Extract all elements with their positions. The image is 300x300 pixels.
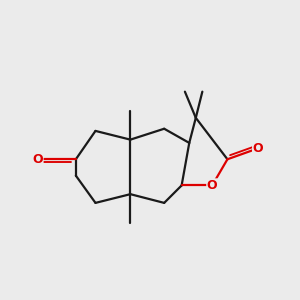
Text: O: O bbox=[32, 153, 43, 166]
Text: O: O bbox=[253, 142, 263, 155]
Text: O: O bbox=[207, 179, 218, 192]
